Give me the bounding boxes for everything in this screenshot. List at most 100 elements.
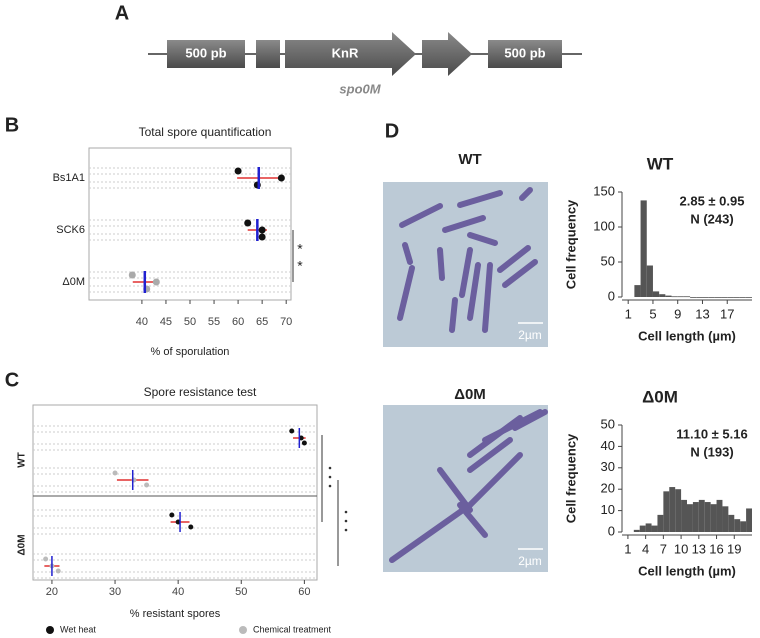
bar [639, 525, 646, 532]
data-point [234, 167, 242, 175]
y-tick-label: 30 [601, 459, 615, 474]
micrograph-label: WT [458, 151, 481, 168]
x-tick-label: 1 [625, 306, 632, 321]
bar [640, 200, 647, 297]
x-tick-label: 70 [280, 316, 292, 328]
bar [683, 296, 691, 298]
data-point [43, 556, 49, 562]
annotation: * [297, 258, 303, 274]
y-tick-label: 100 [593, 218, 615, 233]
x-tick-label: 45 [160, 316, 172, 328]
bar [681, 499, 687, 532]
y-axis-label: Cell frequency [563, 433, 578, 523]
y-tick-label: 0 [608, 288, 615, 303]
bar [714, 297, 722, 298]
y-axis-label: Cell frequency [563, 199, 578, 289]
data-point [258, 226, 266, 234]
panel-label: D [385, 120, 399, 142]
bar [728, 514, 735, 532]
data-point [258, 233, 266, 241]
group-label: Δ0M [17, 534, 28, 555]
y-tick-label: 40 [601, 438, 615, 453]
bar [671, 296, 678, 298]
bar [651, 525, 658, 532]
micrograph [383, 182, 548, 347]
scale-label: 2µm [518, 554, 542, 568]
segment-label: KnR [332, 45, 359, 60]
panel-label: B [5, 114, 19, 136]
bar [745, 297, 752, 298]
data-point [244, 219, 252, 227]
x-tick-label: 13 [695, 306, 709, 321]
data-point [277, 174, 285, 182]
bar [722, 506, 729, 532]
annotation: 11.10 ± 5.16 [676, 426, 747, 441]
x-tick-label: 13 [692, 541, 706, 556]
chart-title: Spore resistance test [144, 385, 257, 399]
bar [659, 294, 666, 297]
legend-label: Wet heat [60, 624, 96, 634]
data-point [188, 524, 194, 530]
legend-marker [46, 626, 54, 634]
y-tick-label: 20 [601, 481, 615, 496]
micrograph [383, 405, 548, 572]
x-axis-label: Cell length (µm) [638, 328, 736, 343]
x-tick-label: 40 [172, 586, 184, 598]
y-tick-label: SCK6 [56, 224, 85, 236]
x-tick-label: 40 [136, 316, 148, 328]
bar [727, 297, 734, 298]
bar [746, 508, 752, 532]
bar [690, 297, 697, 298]
data-point [55, 568, 61, 574]
bar [733, 297, 740, 298]
group-label: WT [17, 452, 28, 468]
bar [704, 502, 711, 532]
gene-label: spo0M [339, 81, 381, 96]
y-tick-label: 50 [601, 253, 615, 268]
y-tick-label: 0 [608, 523, 615, 538]
x-tick-label: 60 [232, 316, 244, 328]
data-point [301, 440, 307, 446]
bar [645, 523, 652, 532]
x-axis-label: % resistant spores [130, 608, 221, 620]
data-point [152, 278, 160, 286]
x-tick-label: 16 [709, 541, 723, 556]
data-point [128, 271, 136, 279]
bar [646, 265, 653, 297]
x-tick-label: 65 [256, 316, 268, 328]
annotation: N (193) [690, 444, 733, 459]
chart-title: Δ0M [642, 387, 678, 406]
panel-label: A [115, 2, 129, 24]
x-axis-label: % of sporulation [151, 346, 230, 358]
data-point [144, 482, 150, 488]
y-tick-label: 50 [601, 416, 615, 431]
x-tick-label: 60 [298, 586, 310, 598]
x-tick-label: 55 [208, 316, 220, 328]
x-tick-label: 50 [184, 316, 196, 328]
legend-marker [239, 626, 247, 634]
significance-marker [328, 466, 348, 532]
bar [633, 529, 640, 532]
bar [634, 285, 641, 297]
data-point [289, 428, 295, 434]
x-tick-label: 20 [46, 586, 58, 598]
x-tick-label: 1 [624, 541, 631, 556]
y-tick-label: 10 [601, 502, 615, 517]
x-tick-label: 4 [642, 541, 649, 556]
y-tick-label: Bs1A1 [53, 172, 85, 184]
bar [696, 297, 703, 298]
bar [716, 499, 723, 532]
x-tick-label: 30 [109, 586, 121, 598]
segment-label: 500 pb [185, 45, 226, 60]
bar [652, 291, 660, 297]
x-tick-label: 5 [649, 306, 656, 321]
bar [740, 521, 747, 532]
bar [708, 297, 715, 298]
legend-label: Chemical treatment [253, 624, 332, 634]
bar [710, 504, 717, 532]
plot-frame [88, 147, 292, 301]
annotation: N (243) [690, 211, 733, 226]
x-tick-label: 10 [674, 541, 688, 556]
bar [665, 295, 672, 297]
